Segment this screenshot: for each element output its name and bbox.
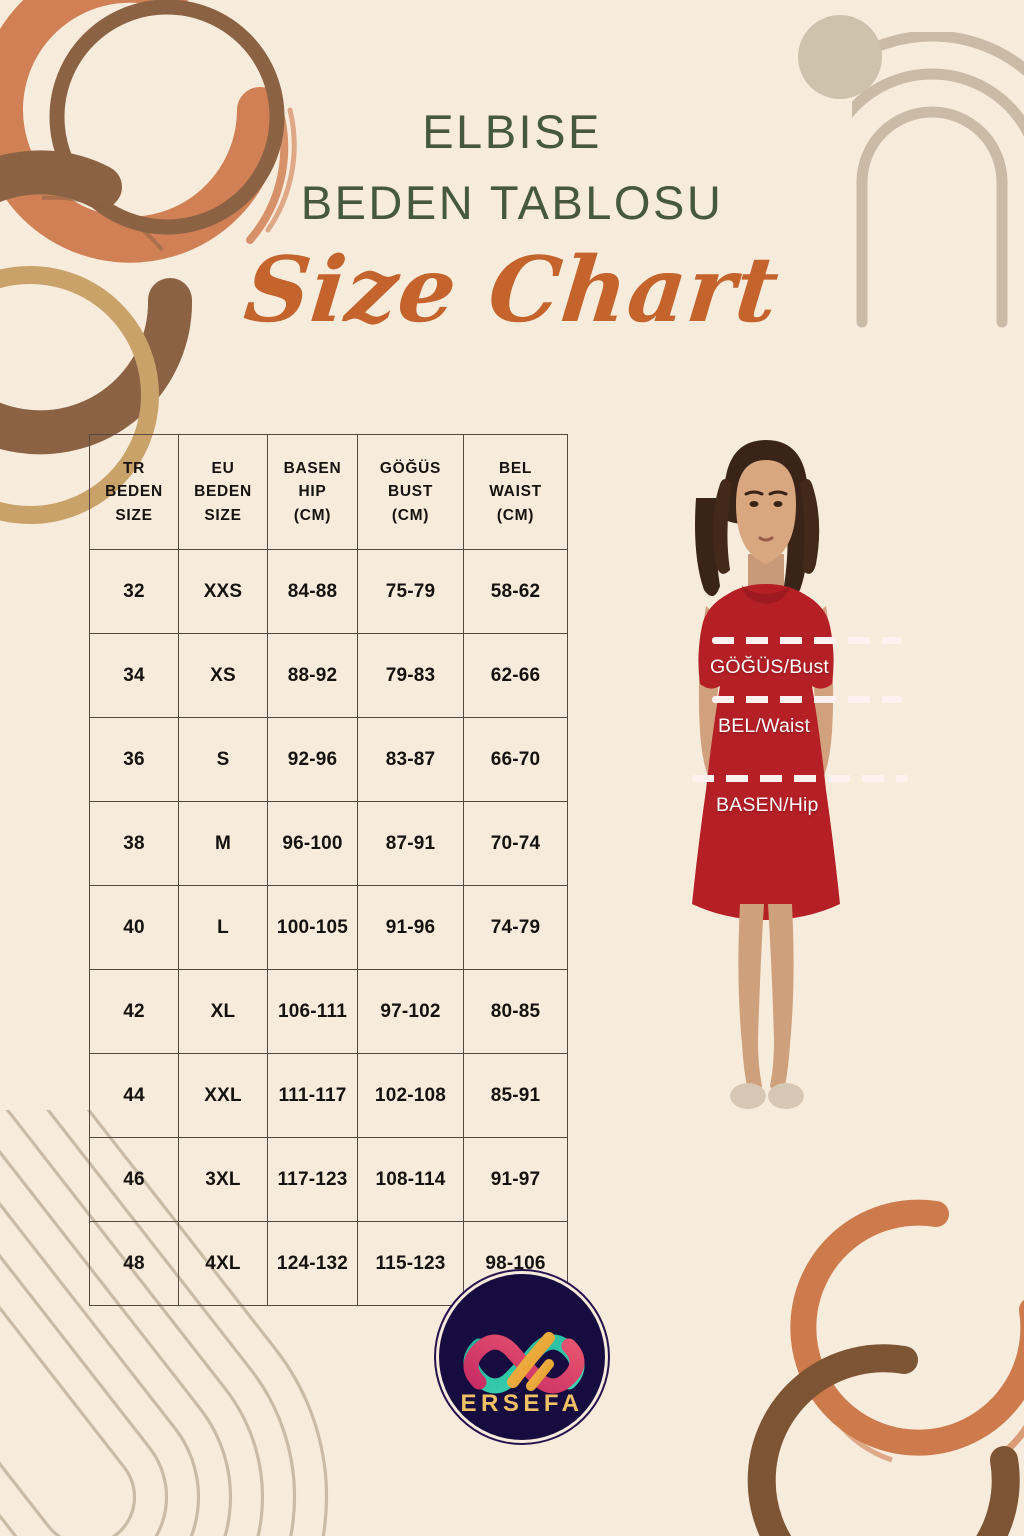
cell-eu-size: 4XL bbox=[178, 1221, 268, 1306]
cell-waist: 70-74 bbox=[463, 801, 568, 886]
cell-bust: 102-108 bbox=[357, 1053, 464, 1138]
cell-eu-size: XS bbox=[178, 633, 268, 718]
logo-circle: ERSEFA bbox=[439, 1274, 605, 1440]
table-row: 36 S 92-96 83-87 66-70 bbox=[89, 717, 568, 802]
header-line-3: (CM) bbox=[391, 506, 430, 524]
cell-hip: 88-92 bbox=[267, 633, 358, 718]
header-line-2: BEDEN bbox=[194, 483, 252, 501]
cell-waist: 85-91 bbox=[463, 1053, 568, 1138]
cell-tr-size: 40 bbox=[89, 885, 179, 970]
cell-eu-size: M bbox=[178, 801, 268, 886]
cell-bust: 83-87 bbox=[357, 717, 464, 802]
cell-hip: 96-100 bbox=[267, 801, 358, 886]
cell-bust: 87-91 bbox=[357, 801, 464, 886]
header-line-3: SIZE bbox=[204, 506, 242, 524]
column-header-eu-size: EU BEDEN SIZE bbox=[178, 434, 268, 550]
brush-circle-brown-2-icon bbox=[747, 1344, 1020, 1536]
infinity-ribbon-icon bbox=[463, 1332, 585, 1394]
model-photo: GÖĞÜS/Bust BEL/Waist BASEN/Hip bbox=[636, 434, 908, 1182]
cell-eu-size: L bbox=[178, 885, 268, 970]
brush-circle-terracotta-2-icon bbox=[790, 1199, 1024, 1463]
column-header-waist: BEL WAIST (CM) bbox=[463, 434, 568, 550]
cell-waist: 91-97 bbox=[463, 1137, 568, 1222]
cell-tr-size: 48 bbox=[89, 1221, 179, 1306]
table-row: 38 M 96-100 87-91 70-74 bbox=[89, 801, 568, 886]
cell-waist: 80-85 bbox=[463, 969, 568, 1054]
header-line-2: BEDEN bbox=[105, 483, 163, 501]
cell-hip: 100-105 bbox=[267, 885, 358, 970]
cell-bust: 91-96 bbox=[357, 885, 464, 970]
table-row: 42 XL 106-111 97-102 80-85 bbox=[89, 969, 568, 1054]
cell-bust: 75-79 bbox=[357, 549, 464, 634]
waist-measure-label: BEL/Waist bbox=[718, 715, 811, 737]
cell-tr-size: 46 bbox=[89, 1137, 179, 1222]
cell-eu-size: S bbox=[178, 717, 268, 802]
header-line-1: GÖĞÜS bbox=[379, 460, 442, 478]
column-header-bust: GÖĞÜS BUST (CM) bbox=[357, 434, 464, 550]
cell-tr-size: 32 bbox=[89, 549, 179, 634]
cell-waist: 66-70 bbox=[463, 717, 568, 802]
cell-hip: 92-96 bbox=[267, 717, 358, 802]
size-chart-table-container: TR BEDEN SIZE EU BEDEN SIZE BASEN HIP (C… bbox=[89, 434, 568, 1306]
header-line-3: (CM) bbox=[293, 506, 332, 524]
header-line-3: SIZE bbox=[115, 506, 153, 524]
bust-measure-line bbox=[712, 637, 902, 644]
header-line-1: BASEN bbox=[283, 460, 342, 478]
page-title-script: Size Chart bbox=[239, 236, 785, 343]
cell-bust: 108-114 bbox=[357, 1137, 464, 1222]
size-chart-body: 32 XXS 84-88 75-79 58-62 34 XS 88-92 79-… bbox=[89, 549, 568, 1306]
table-row: 40 L 100-105 91-96 74-79 bbox=[89, 885, 568, 970]
header-line-1: TR bbox=[122, 460, 146, 478]
cell-tr-size: 38 bbox=[89, 801, 179, 886]
cell-tr-size: 42 bbox=[89, 969, 179, 1054]
column-header-tr-size: TR BEDEN SIZE bbox=[89, 434, 179, 550]
cell-hip: 106-111 bbox=[267, 969, 358, 1054]
header-line-1: BEL bbox=[498, 460, 533, 478]
column-header-hip: BASEN HIP (CM) bbox=[267, 434, 358, 550]
table-row: 34 XS 88-92 79-83 62-66 bbox=[89, 633, 568, 718]
cell-bust: 115-123 bbox=[357, 1221, 464, 1306]
header-line-2: HIP bbox=[298, 483, 327, 501]
waist-measure-line bbox=[712, 696, 902, 703]
solid-circle-beige-icon bbox=[798, 15, 882, 99]
hip-measure-label: BASEN/Hip bbox=[716, 794, 819, 816]
cell-waist: 58-62 bbox=[463, 549, 568, 634]
brand-name: ERSEFA bbox=[460, 1390, 584, 1417]
model-illustration-icon bbox=[692, 440, 840, 1109]
cell-tr-size: 36 bbox=[89, 717, 179, 802]
cell-hip: 111-117 bbox=[267, 1053, 358, 1138]
table-row: 32 XXS 84-88 75-79 58-62 bbox=[89, 549, 568, 634]
cell-hip: 124-132 bbox=[267, 1221, 358, 1306]
size-chart-table: TR BEDEN SIZE EU BEDEN SIZE BASEN HIP (C… bbox=[89, 434, 568, 1306]
header-line-2: WAIST bbox=[489, 483, 542, 501]
page-title-line2: BEDEN TABLOSU bbox=[300, 176, 724, 230]
cell-bust: 79-83 bbox=[357, 633, 464, 718]
cell-waist: 74-79 bbox=[463, 885, 568, 970]
table-header-row: TR BEDEN SIZE EU BEDEN SIZE BASEN HIP (C… bbox=[89, 434, 568, 550]
header-line-2: BUST bbox=[388, 483, 433, 501]
header-line-1: EU bbox=[211, 460, 235, 478]
table-row: 46 3XL 117-123 108-114 91-97 bbox=[89, 1137, 568, 1222]
brand-logo: ERSEFA bbox=[439, 1274, 605, 1440]
cell-hip: 84-88 bbox=[267, 549, 358, 634]
cell-eu-size: XXL bbox=[178, 1053, 268, 1138]
cell-tr-size: 34 bbox=[89, 633, 179, 718]
cell-tr-size: 44 bbox=[89, 1053, 179, 1138]
cell-waist: 62-66 bbox=[463, 633, 568, 718]
cell-hip: 117-123 bbox=[267, 1137, 358, 1222]
hip-measure-line bbox=[692, 775, 908, 782]
header-line-3: (CM) bbox=[496, 506, 535, 524]
bust-measure-label: GÖĞÜS/Bust bbox=[710, 656, 830, 678]
poster-header: ELBISE BEDEN TABLOSU Size Chart bbox=[0, 96, 1024, 343]
table-row: 44 XXL 111-117 102-108 85-91 bbox=[89, 1053, 568, 1138]
cell-eu-size: 3XL bbox=[178, 1137, 268, 1222]
page-title-line1: ELBISE bbox=[422, 105, 602, 158]
cell-eu-size: XXS bbox=[178, 549, 268, 634]
cell-bust: 97-102 bbox=[357, 969, 464, 1054]
cell-eu-size: XL bbox=[178, 969, 268, 1054]
